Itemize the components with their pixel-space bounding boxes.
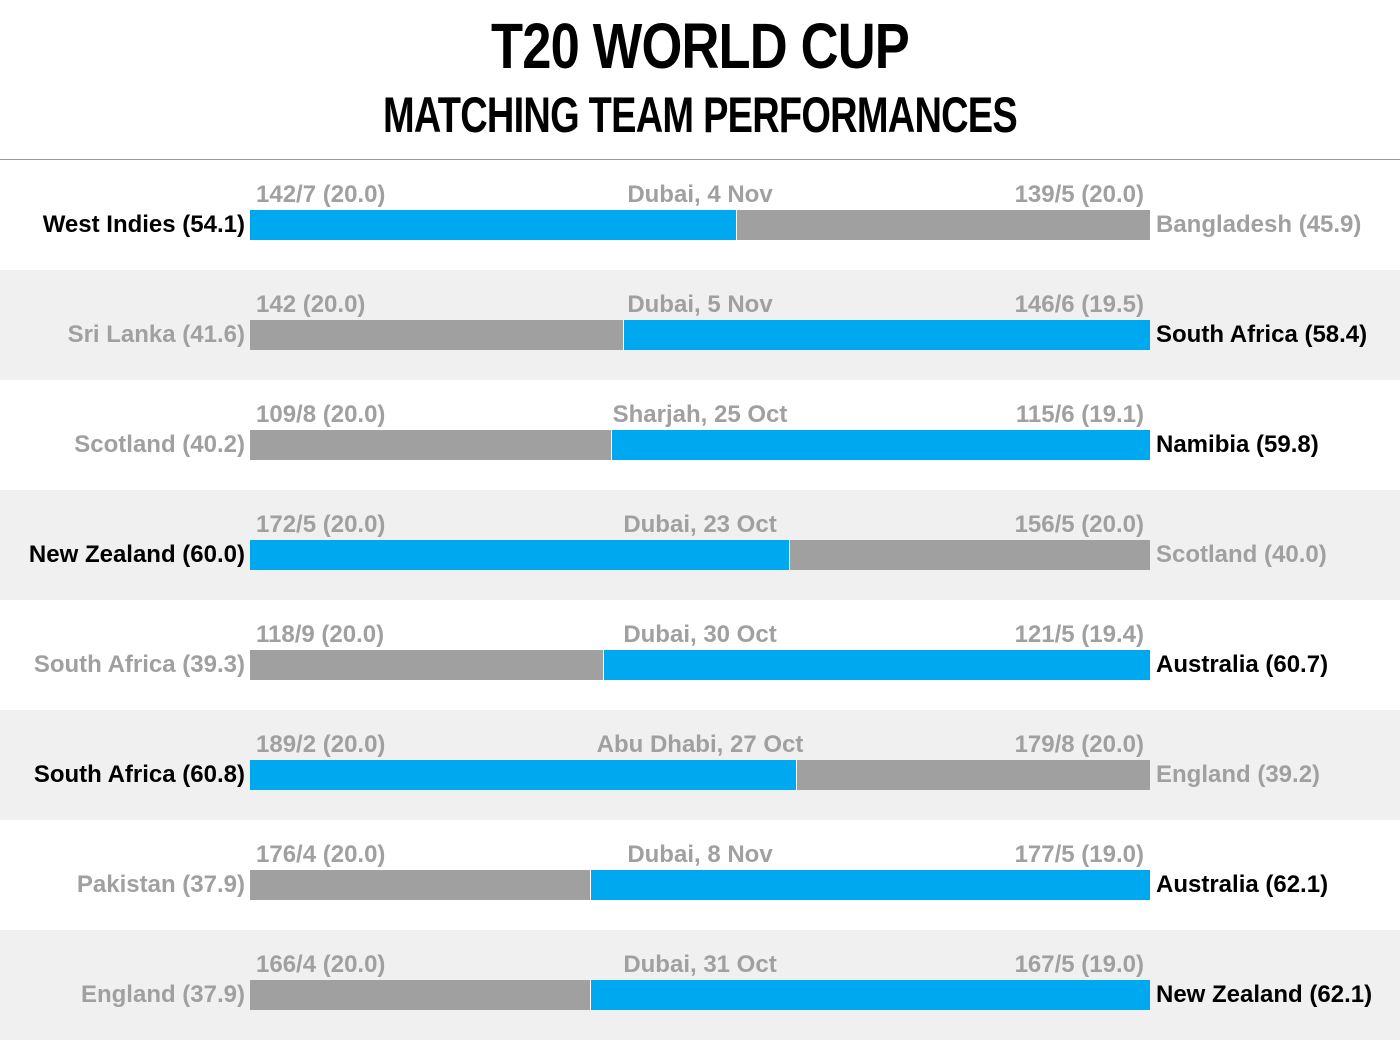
right-team-label: England (39.2) xyxy=(1156,761,1321,788)
left-team-label: Sri Lanka (41.6) xyxy=(67,321,245,348)
left-team-label: Pakistan (37.9) xyxy=(76,871,245,898)
right-team-score: 167/5 (19.0) xyxy=(1014,951,1144,978)
right-team-score: 156/5 (20.0) xyxy=(1014,511,1144,538)
left-team-score: 172/5 (20.0) xyxy=(256,511,386,538)
right-team-score: 121/5 (19.4) xyxy=(1014,621,1144,648)
left-team-score: 189/2 (20.0) xyxy=(256,731,386,758)
chart-subtitle: MATCHING TEAM PERFORMANCES xyxy=(383,87,1018,143)
right-team-label: South Africa (58.4) xyxy=(1156,321,1368,348)
performance-bar xyxy=(250,870,1150,900)
performance-bar xyxy=(250,430,1150,460)
right-team-label: Australia (60.7) xyxy=(1156,651,1329,678)
right-team-bar xyxy=(612,430,1150,460)
header-divider xyxy=(0,159,1400,160)
right-team-bar xyxy=(591,980,1150,1010)
right-team-label: Namibia (59.8) xyxy=(1156,431,1319,458)
left-team-label: New Zealand (60.0) xyxy=(28,541,245,568)
right-team-bar xyxy=(790,540,1150,570)
match-venue-date: Dubai, 4 Nov xyxy=(627,181,773,208)
left-team-score: 118/9 (20.0) xyxy=(256,621,385,648)
match-venue-date: Sharjah, 25 Oct xyxy=(612,401,788,428)
left-team-bar xyxy=(250,540,790,570)
right-team-score: 115/6 (19.1) xyxy=(1015,401,1144,428)
left-team-bar xyxy=(250,980,591,1010)
performance-bar xyxy=(250,540,1150,570)
right-team-label: Bangladesh (45.9) xyxy=(1156,211,1362,238)
match-row: 109/8 (20.0) Sharjah, 25 Oct 115/6 (19.1) S… xyxy=(0,380,1400,490)
match-venue-date: Dubai, 23 Oct xyxy=(623,511,777,538)
chart-title: T20 WORLD CUP xyxy=(491,10,910,82)
match-row: 166/4 (20.0) Dubai, 31 Oct 167/5 (19.0) Eng… xyxy=(0,930,1400,1040)
right-team-label: Scotland (40.0) xyxy=(1156,541,1327,568)
left-team-bar xyxy=(250,870,591,900)
right-team-bar xyxy=(591,870,1150,900)
left-team-bar xyxy=(250,650,604,680)
left-team-score: 142/7 (20.0) xyxy=(256,181,386,208)
right-team-score: 139/5 (20.0) xyxy=(1014,181,1144,208)
performance-bar xyxy=(250,760,1150,790)
left-team-label: South Africa (60.8) xyxy=(33,761,245,788)
right-team-label: Australia (62.1) xyxy=(1156,871,1329,898)
right-team-score: 179/8 (20.0) xyxy=(1014,731,1144,758)
match-venue-date: Abu Dhabi, 27 Oct xyxy=(596,731,804,758)
match-venue-date: Dubai, 8 Nov xyxy=(627,841,773,868)
match-row: 142 (20.0) Dubai, 5 Nov 146/6 (19.5) Sri La… xyxy=(0,270,1400,380)
left-team-bar xyxy=(250,210,737,240)
match-venue-date: Dubai, 5 Nov xyxy=(627,291,773,318)
chart-header: T20 WORLD CUP MATCHING TEAM PERFORMANCES xyxy=(0,0,1400,160)
right-team-bar xyxy=(737,210,1150,240)
left-team-score: 142 (20.0) xyxy=(256,291,366,318)
match-row: 172/5 (20.0) Dubai, 23 Oct 156/5 (20.0) New… xyxy=(0,490,1400,600)
left-team-score: 109/8 (20.0) xyxy=(256,401,386,428)
left-team-label: South Africa (39.3) xyxy=(33,651,245,678)
right-team-bar xyxy=(604,650,1150,680)
left-team-bar xyxy=(250,760,797,790)
right-team-label: New Zealand (62.1) xyxy=(1156,981,1373,1008)
left-team-label: England (37.9) xyxy=(80,981,245,1008)
right-team-score: 177/5 (19.0) xyxy=(1014,841,1144,868)
match-venue-date: Dubai, 31 Oct xyxy=(623,951,777,978)
left-team-label: West Indies (54.1) xyxy=(42,211,245,238)
match-row: 176/4 (20.0) Dubai, 8 Nov 177/5 (19.0) Paki… xyxy=(0,820,1400,930)
match-venue-date: Dubai, 30 Oct xyxy=(623,621,777,648)
match-rows: 142/7 (20.0) Dubai, 4 Nov 139/5 (20.0) West… xyxy=(0,160,1400,1040)
right-team-bar xyxy=(797,760,1150,790)
performance-bar xyxy=(250,320,1150,350)
match-row: 118/9 (20.0) Dubai, 30 Oct 121/5 (19.4) Sou… xyxy=(0,600,1400,710)
performance-bar xyxy=(250,980,1150,1010)
right-team-score: 146/6 (19.5) xyxy=(1014,291,1144,318)
performance-bar xyxy=(250,650,1150,680)
left-team-score: 166/4 (20.0) xyxy=(256,951,386,978)
match-row: 189/2 (20.0) Abu Dhabi, 27 Oct 179/8 (20.0… xyxy=(0,710,1400,820)
right-team-bar xyxy=(624,320,1150,350)
performance-bar xyxy=(250,210,1150,240)
left-team-label: Scotland (40.2) xyxy=(74,431,245,458)
left-team-bar xyxy=(250,430,612,460)
left-team-bar xyxy=(250,320,624,350)
match-row: 142/7 (20.0) Dubai, 4 Nov 139/5 (20.0) West… xyxy=(0,160,1400,270)
left-team-score: 176/4 (20.0) xyxy=(256,841,386,868)
